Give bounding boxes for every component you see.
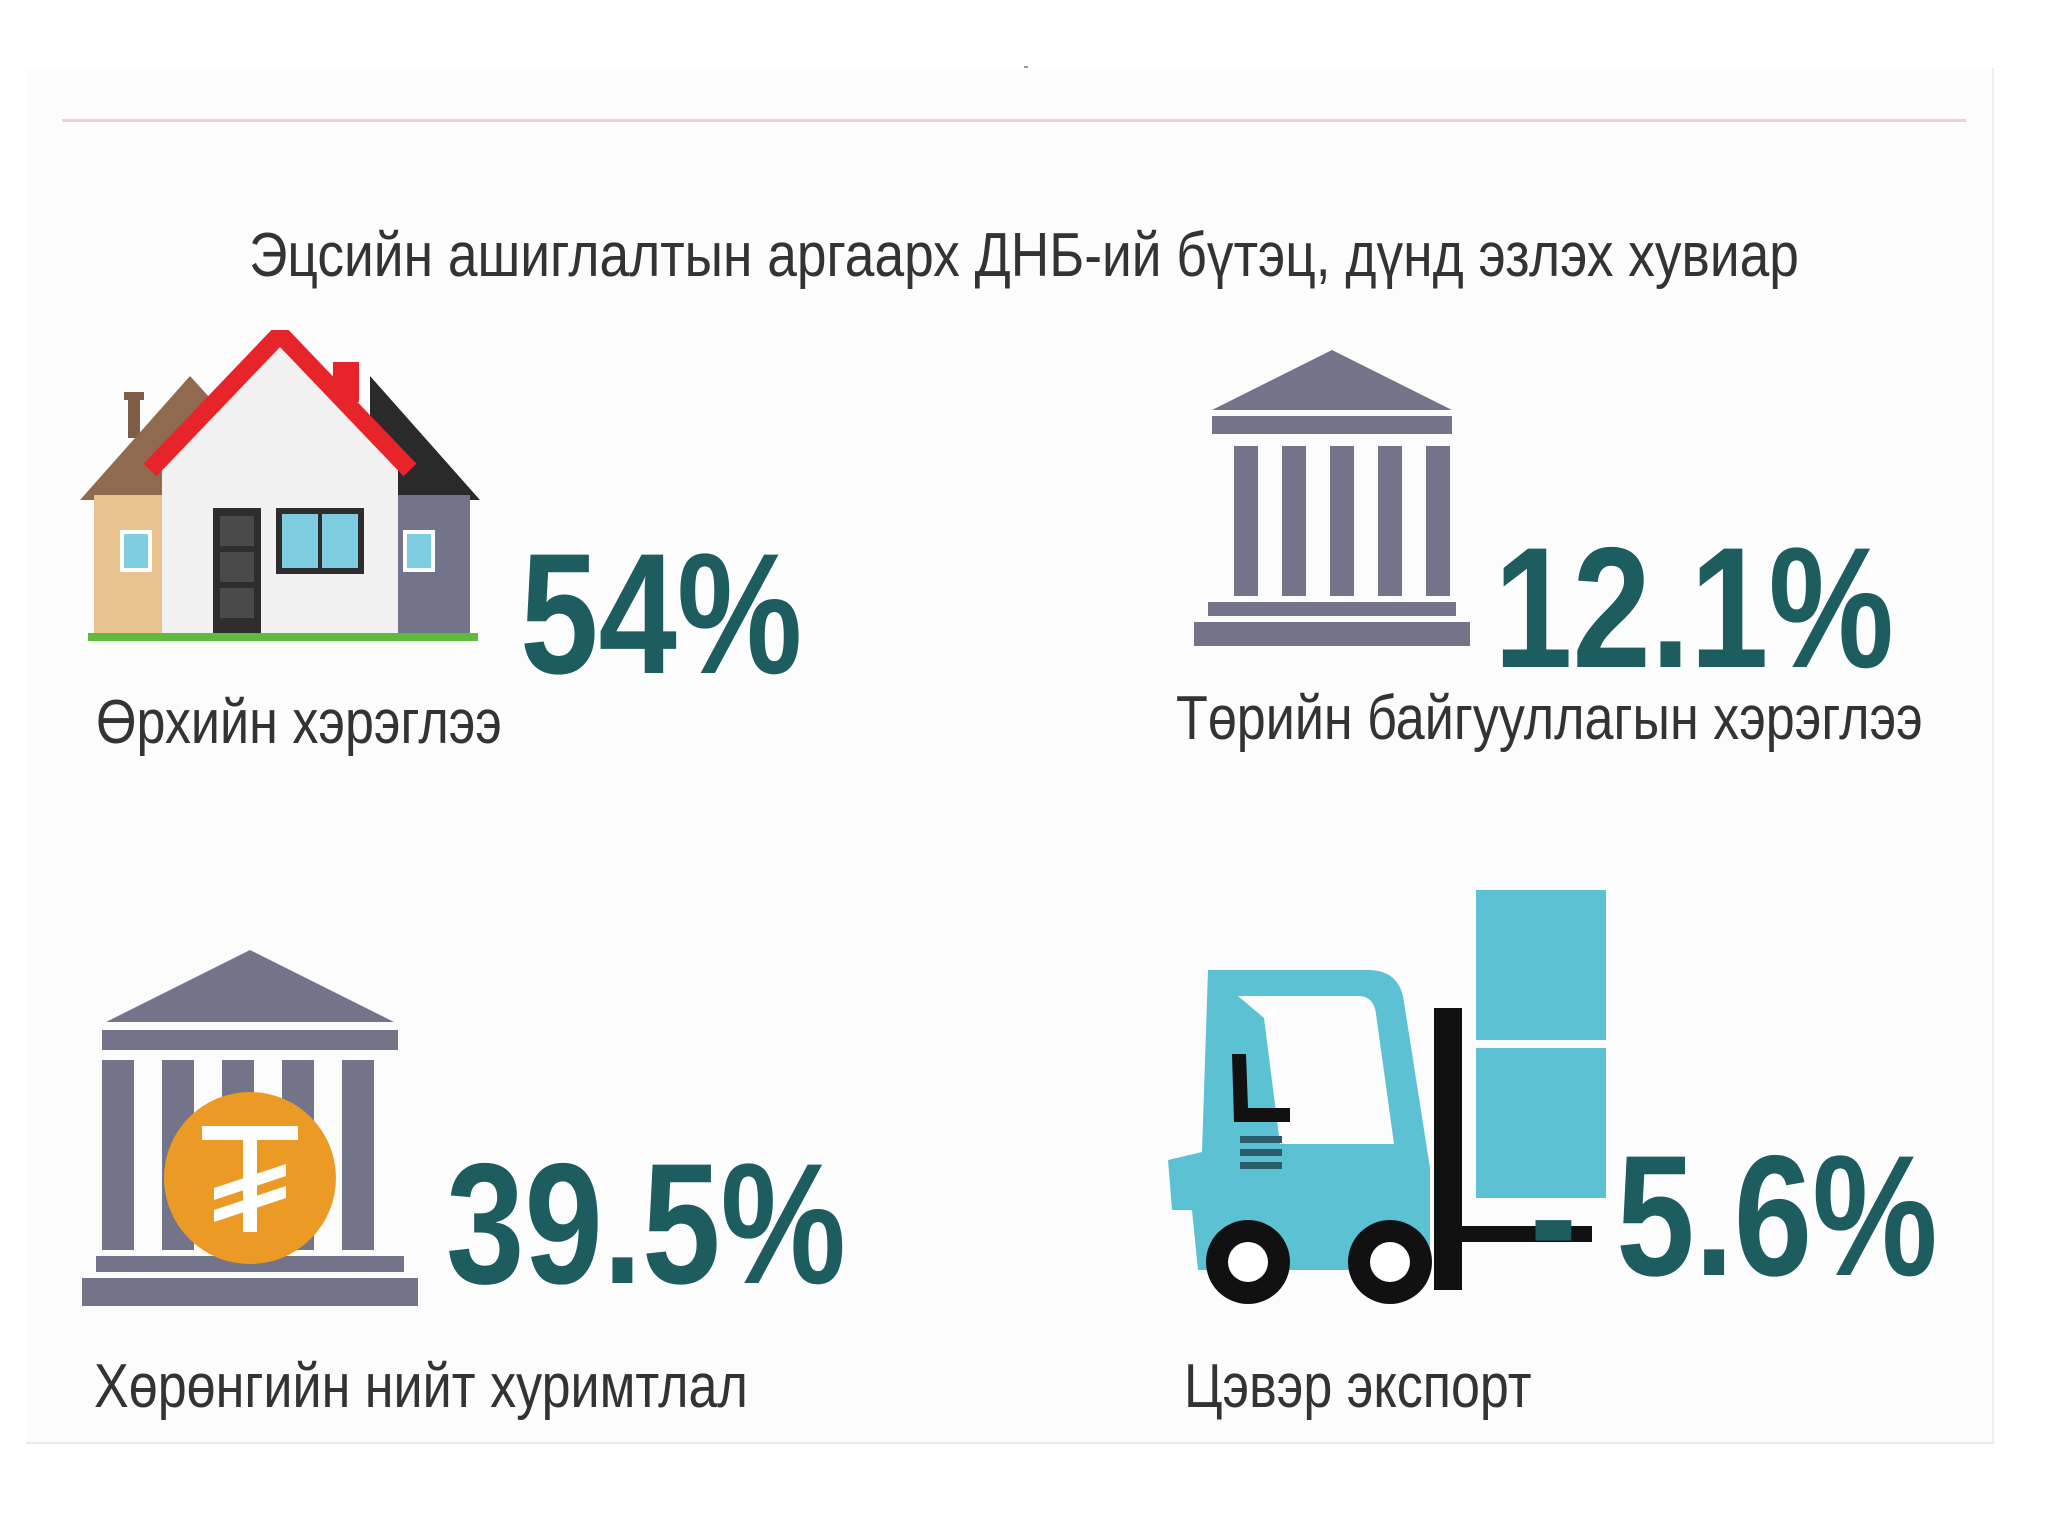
net-export-value: - 5.6%: [1530, 1120, 1938, 1312]
capital-formation-label: Хөрөнгийн нийт хуримтлал: [94, 1352, 748, 1421]
tugrik-symbol-icon: [202, 1126, 298, 1232]
household-value: 54%: [520, 518, 803, 710]
government-label: Төрийн байгууллагын хэрэглээ: [1176, 684, 1923, 753]
net-export-label: Цэвэр экспорт: [1184, 1352, 1532, 1421]
top-dot: [1024, 66, 1028, 68]
government-building-icon: [1194, 350, 1470, 646]
infographic-title: Эцсийн ашиглалтын аргаарх ДНБ-ий бүтэц, …: [249, 221, 1799, 290]
government-value: 12.1%: [1494, 512, 1894, 704]
bank-tugrik-icon: [82, 950, 418, 1306]
household-label: Өрхийн хэрэглээ: [96, 688, 502, 757]
forklift-icon: [1168, 890, 1606, 1304]
divider-line: [62, 119, 1966, 122]
house-icon: [80, 330, 480, 641]
capital-formation-value: 39.5%: [446, 1128, 846, 1320]
